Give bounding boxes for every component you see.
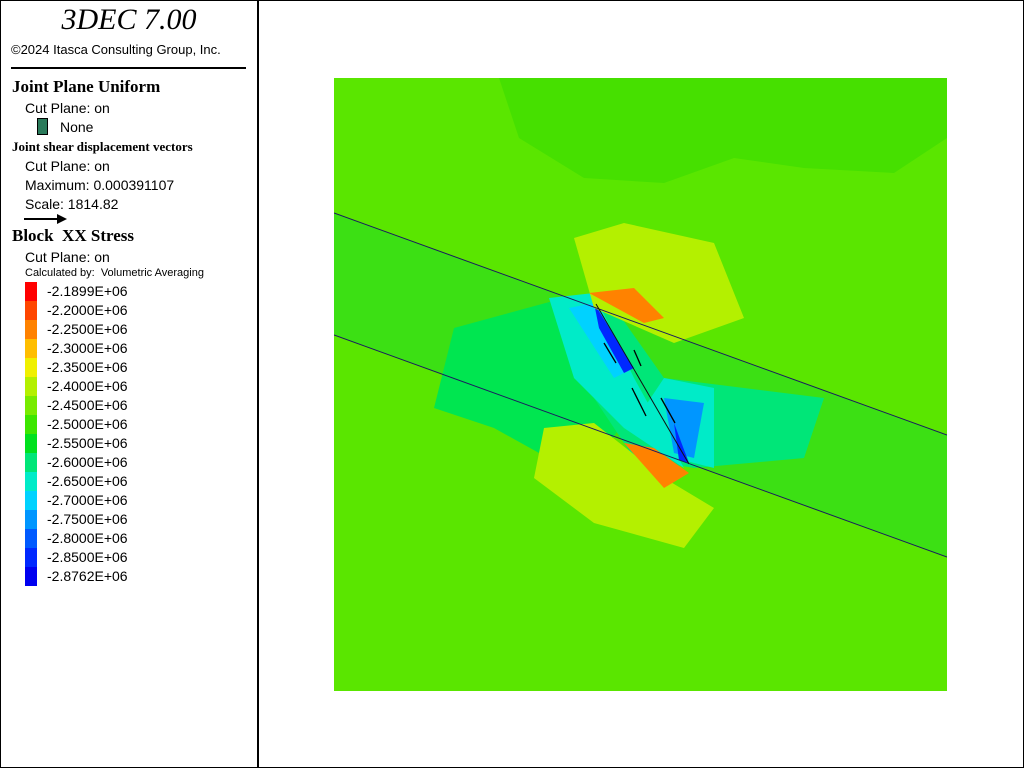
title: 3DEC 7.00 (61, 3, 197, 36)
legend-label: -2.2500E+06 (47, 321, 128, 337)
section-title: Joint shear displacement vectors (12, 139, 193, 154)
legend-label: -2.3000E+06 (47, 340, 128, 356)
contour-plot (334, 78, 947, 691)
legend-swatch (25, 510, 37, 529)
legend-label: -2.2000E+06 (47, 302, 128, 318)
legend-label: -2.8762E+06 (47, 568, 128, 584)
legend-swatch (25, 339, 37, 358)
legend-swatch (25, 567, 37, 586)
legend-swatch (25, 434, 37, 453)
legend-swatch (25, 529, 37, 548)
legend-swatch (25, 491, 37, 510)
legend-label: -2.5500E+06 (47, 435, 128, 451)
maximum: Maximum: 0.000391107 (25, 177, 175, 193)
copyright: ©2024 Itasca Consulting Group, Inc. (11, 42, 221, 57)
legend-label: -2.3500E+06 (47, 359, 128, 375)
legend-swatch (25, 358, 37, 377)
cut-plane: Cut Plane: on (25, 158, 110, 174)
legend-swatch (25, 282, 37, 301)
vector-icon (24, 214, 67, 224)
legend-label: -2.6500E+06 (47, 473, 128, 489)
section-title: Block XX Stress (12, 226, 134, 245)
legend-swatch (37, 118, 48, 135)
legend-swatch (25, 548, 37, 567)
legend-swatch (25, 301, 37, 320)
legend-swatch (25, 453, 37, 472)
section-title: Joint Plane Uniform (12, 77, 161, 96)
legend-label: None (60, 119, 94, 135)
legend-label: -2.7000E+06 (47, 492, 128, 508)
separator (11, 67, 246, 69)
legend-panel: 3DEC 7.00 ©2024 Itasca Consulting Group,… (1, 1, 259, 767)
legend-swatch (25, 396, 37, 415)
legend-label: -2.4000E+06 (47, 378, 128, 394)
legend-label: -2.6000E+06 (47, 454, 128, 470)
calculated-by: Calculated by: Volumetric Averaging (25, 267, 204, 279)
cut-plane: Cut Plane: on (25, 249, 110, 265)
legend-swatch (25, 415, 37, 434)
legend-swatch (25, 377, 37, 396)
legend-label: -2.1899E+06 (47, 283, 128, 299)
legend-swatch (25, 472, 37, 491)
legend-label: -2.8500E+06 (47, 549, 128, 565)
scale: Scale: 1814.82 (25, 196, 119, 212)
legend-label: -2.8000E+06 (47, 530, 128, 546)
cut-plane: Cut Plane: on (25, 100, 110, 116)
legend-swatch (25, 320, 37, 339)
legend-label: -2.4500E+06 (47, 397, 128, 413)
legend-label: -2.7500E+06 (47, 511, 128, 527)
legend-label: -2.5000E+06 (47, 416, 128, 432)
